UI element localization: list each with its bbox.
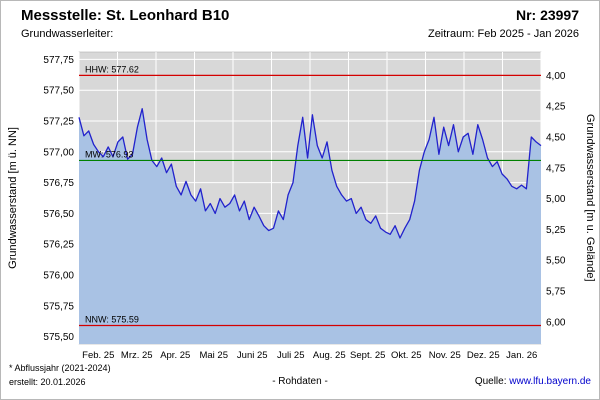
period-label: Zeitraum: Feb 2025 - Jan 2026: [427, 28, 579, 40]
series-line: [78, 108, 542, 239]
month-tick-label: Aug. 25: [313, 350, 346, 361]
left-tick-label: 576,25: [43, 240, 74, 251]
month-tick-label: Nov. 25: [429, 350, 461, 361]
month-tick-label: Mai 25: [199, 350, 228, 361]
page-title: Messstelle: St. Leonhard B10: [21, 7, 230, 24]
subheader-row: Grundwasserleiter: Zeitraum: Feb 2025 - …: [21, 28, 579, 40]
right-tick-label: 4,50: [546, 133, 566, 144]
left-tick-label: 576,75: [43, 178, 74, 189]
right-tick-label: 6,00: [546, 317, 566, 328]
month-tick-label: Juli 25: [277, 350, 304, 361]
month-tick-label: Okt. 25: [391, 350, 422, 361]
source-line: Quelle: www.lfu.bayern.de: [475, 376, 591, 387]
right-axis-title-text: Grundwasserstand [m u. Gelände]: [584, 114, 596, 282]
right-tick-label: 4,25: [546, 102, 566, 113]
left-tick-label: 577,75: [43, 55, 74, 66]
month-tick-label: Apr. 25: [160, 350, 190, 361]
plot-area-svg: 577,75 577,50 577,25 577,00 576,75 576,50 576,…: [43, 51, 566, 361]
left-tick-label: 575,50: [43, 332, 74, 343]
reference-label-hhw: HHW: 577.62: [85, 64, 139, 74]
created-date: erstellt: 20.01.2026: [9, 377, 86, 387]
right-tick-label: 5,50: [546, 256, 566, 267]
data-type-label: - Rohdaten -: [272, 376, 328, 387]
month-tick-label: Sept. 25: [350, 350, 385, 361]
header-row: Messstelle: St. Leonhard B10 Nr: 23997: [21, 7, 579, 24]
left-tick-label: 576,00: [43, 271, 74, 282]
source-link[interactable]: www.lfu.bayern.de: [509, 376, 591, 387]
right-tick-label: 5,75: [546, 287, 566, 298]
reference-label-nnw: NNW: 575.59: [85, 315, 139, 325]
footnote-abflussjahr: * Abflussjahr (2021-2024): [9, 363, 111, 373]
month-tick-label: Juni 25: [237, 350, 268, 361]
right-axis-title: Grundwasserstand [m u. Gelände]: [582, 52, 598, 344]
station-number: Nr: 23997: [515, 7, 579, 23]
left-tick-label: 576,50: [43, 209, 74, 220]
aquifer-label: Grundwasserleiter:: [21, 28, 114, 40]
left-tick-label: 577,00: [43, 147, 74, 158]
series-area: [79, 108, 541, 344]
month-tick-label: Dez. 25: [467, 350, 500, 361]
month-tick-label: Feb. 25: [82, 350, 114, 361]
left-axis-title: Grundwasserstand [m ü. NN]: [5, 52, 21, 344]
right-tick-label: 4,75: [546, 163, 566, 174]
left-tick-label: 577,50: [43, 86, 74, 97]
groundwater-chart: 577,75 577,50 577,25 577,00 576,75 576,50 576,…: [1, 45, 599, 363]
reference-label-mw: MW: 576.93: [85, 149, 133, 159]
right-tick-label: 5,00: [546, 194, 566, 205]
right-tick-label: 4,00: [546, 71, 566, 82]
month-tick-label: Mrz. 25: [121, 350, 153, 361]
right-tick-label: 5,25: [546, 225, 566, 236]
left-axis-title-text: Grundwasserstand [m ü. NN]: [7, 127, 19, 269]
source-label: Quelle:: [474, 376, 507, 387]
month-tick-label: Jan. 26: [506, 350, 537, 361]
left-tick-label: 577,25: [43, 116, 74, 127]
left-tick-label: 575,75: [43, 301, 74, 312]
